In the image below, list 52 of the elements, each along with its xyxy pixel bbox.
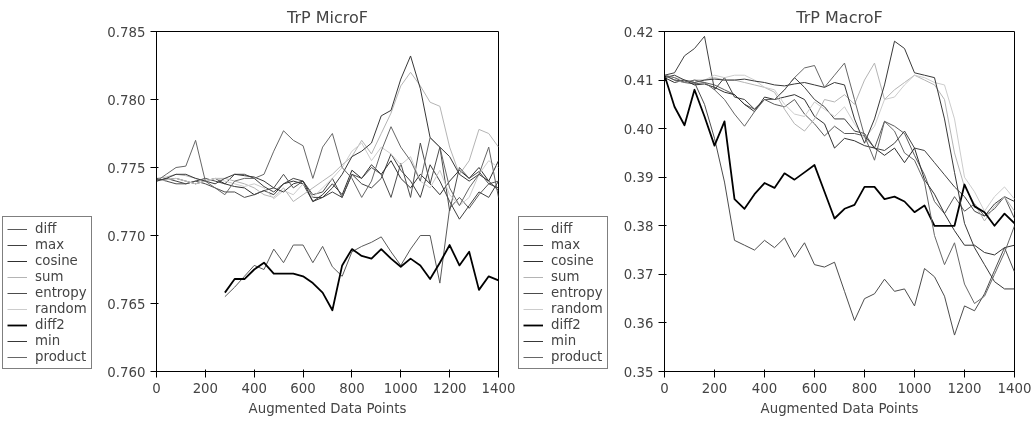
y-tick-label: 0.35 (623, 364, 654, 380)
y-tick-label: 0.775 (107, 160, 146, 176)
legend-label: product (35, 349, 87, 364)
x-tick-label: 1200 (947, 380, 982, 396)
legend-label: random (551, 301, 603, 316)
x-tick-label: 200 (701, 380, 728, 396)
legend-label: sum (35, 269, 64, 284)
x-tick-label: 1400 (481, 380, 516, 396)
legend-label: min (35, 333, 61, 348)
x-tick-label: 0 (152, 380, 161, 396)
y-tick-label: 0.760 (107, 364, 146, 380)
x-tick-label: 1000 (383, 380, 418, 396)
x-tick-label: 800 (339, 380, 365, 396)
y-tick-label: 0.40 (623, 121, 654, 137)
y-tick-label: 0.41 (623, 73, 654, 89)
chart-title: TrP MacroF (795, 7, 883, 27)
y-tick-label: 0.42 (623, 24, 654, 40)
x-tick-label: 600 (290, 380, 316, 396)
y-tick-label: 0.36 (623, 315, 654, 331)
y-tick-label: 0.770 (107, 228, 146, 244)
legend-label: diff (551, 221, 573, 236)
legend-label: cosine (551, 253, 594, 268)
legend-label: diff2 (551, 317, 581, 332)
legend-label: entropy (35, 285, 87, 300)
legend-label: sum (551, 269, 580, 284)
x-tick-label: 1400 (997, 380, 1032, 396)
legend-label: diff (35, 221, 57, 236)
y-tick-label: 0.780 (107, 92, 146, 108)
x-tick-label: 0 (660, 380, 669, 396)
y-tick-label: 0.39 (623, 170, 654, 186)
x-tick-label: 400 (241, 380, 267, 396)
y-tick-label: 0.38 (623, 218, 654, 234)
chart-title: TrP MicroF (286, 7, 368, 27)
legend-label: max (551, 237, 581, 252)
legend-label: max (35, 237, 65, 252)
y-tick-label: 0.785 (107, 24, 146, 40)
legend-label: diff2 (35, 317, 65, 332)
y-tick-label: 0.37 (623, 267, 654, 283)
x-tick-label: 200 (192, 380, 219, 396)
legend-label: product (551, 349, 603, 364)
x-tick-label: 600 (801, 380, 828, 396)
x-tick-label: 400 (751, 380, 778, 396)
y-tick-label: 0.765 (107, 296, 146, 312)
legend-label: cosine (35, 253, 78, 268)
x-axis-title: Augmented Data Points (248, 400, 407, 416)
x-tick-label: 1000 (897, 380, 932, 396)
legend-label: min (551, 333, 577, 348)
legend-label: entropy (551, 285, 603, 300)
legend-label: random (35, 301, 87, 316)
x-tick-label: 800 (851, 380, 878, 396)
x-tick-label: 1200 (432, 380, 467, 396)
x-axis-title: Augmented Data Points (760, 400, 919, 416)
